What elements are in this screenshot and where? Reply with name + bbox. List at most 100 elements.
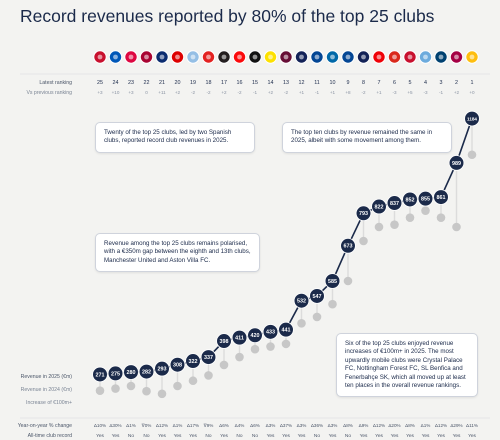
record-label: Yes xyxy=(96,433,104,439)
brighton-crest xyxy=(108,50,123,64)
record-label: Yes xyxy=(437,433,445,439)
revenue-2024-point xyxy=(250,344,260,354)
revenue-2025-label: 837 xyxy=(390,201,399,207)
revenue-2025-point xyxy=(448,155,465,171)
revenue-2024-point xyxy=(95,386,105,395)
ranking-change-label: 0 xyxy=(145,90,148,95)
ranking-label: 6 xyxy=(393,80,396,86)
revenue-2025-label: 337 xyxy=(204,355,213,361)
revenue-2025-point xyxy=(386,195,403,211)
aston-villa-crest xyxy=(186,50,200,64)
row-label-yoy: Year-on-year % change xyxy=(18,423,72,429)
ranking-label: 10 xyxy=(330,80,336,86)
ranking-label: 12 xyxy=(299,80,305,86)
record-label: No xyxy=(128,433,134,439)
record-label: No xyxy=(236,433,242,439)
revenue-2025-point xyxy=(355,205,372,222)
revenue-2024-point xyxy=(219,360,229,370)
record-label: Yes xyxy=(267,433,275,439)
ranking-label: 2 xyxy=(455,80,458,86)
psg-crest xyxy=(434,50,448,64)
yoy-change-label: Δ6% xyxy=(219,423,229,428)
revenue-2025-point xyxy=(324,273,341,289)
ranking-label: 18 xyxy=(206,80,212,86)
revenue-2025-label: 547 xyxy=(313,294,322,300)
barcelona-crest-center xyxy=(454,54,459,60)
revenue-2025-label: 275 xyxy=(111,371,120,377)
row-label-revenue-2025: Revenue in 2025 (€m) xyxy=(21,374,73,380)
liverpool-crest-center xyxy=(407,54,413,60)
dortmund-crest-center xyxy=(268,54,273,60)
record-label: Yes xyxy=(174,433,182,439)
ranking-change-label: +5 xyxy=(407,90,413,95)
record-label: Yes xyxy=(406,433,414,439)
revenue-2025-point xyxy=(138,363,155,380)
ranking-label: 15 xyxy=(252,80,258,86)
ranking-change-label: -2 xyxy=(191,90,196,95)
revenue-2025-point xyxy=(154,360,170,377)
record-label: Yes xyxy=(422,433,430,439)
yoy-change-label: Δ37% xyxy=(280,423,292,428)
tottenham-alt-crest-center xyxy=(361,54,366,60)
yoy-change-label: Δ8% xyxy=(343,423,353,428)
liverpool-crest xyxy=(403,50,417,64)
revenue-2025-point xyxy=(402,191,418,208)
ranking-label: 14 xyxy=(268,80,274,86)
revenue-2025-point xyxy=(464,110,480,127)
callout-top-ten: The top ten clubs by revenue remained th… xyxy=(282,122,452,153)
yoy-change-label: Δ30% xyxy=(109,423,121,428)
record-label: No xyxy=(205,433,211,439)
ranking-change-label: +11 xyxy=(158,90,166,95)
rb-leipzig-crest xyxy=(124,50,138,64)
aston-villa-alt-crest-center xyxy=(283,54,289,60)
barcelona-crest xyxy=(449,50,464,64)
revenue-2024-point xyxy=(467,150,477,160)
ranking-change-label: +3 xyxy=(128,90,134,95)
revenue-2025-label: 861 xyxy=(437,195,446,201)
revenue-2025-label: 280 xyxy=(127,370,136,376)
revenue-2025-point xyxy=(216,333,232,349)
revenue-2024-point xyxy=(157,389,167,399)
ac-milan-crest-center xyxy=(237,54,242,60)
ranking-label: 4 xyxy=(424,80,427,86)
yoy-change-label: Δ10% xyxy=(94,423,106,428)
revenue-2024-point xyxy=(111,384,120,393)
revenue-2025-label: 293 xyxy=(158,367,167,373)
real-madrid-crest-center xyxy=(469,54,475,60)
nottingham-forest-crest-center xyxy=(175,54,180,60)
revenue-2025-label: 322 xyxy=(189,359,198,365)
ranking-change-label: +1 xyxy=(376,90,382,95)
revenue-2024-point xyxy=(235,352,244,362)
chelsea-alt-crest xyxy=(341,50,355,64)
revenue-2025-point xyxy=(433,189,449,205)
arsenal-crest-center xyxy=(376,54,382,60)
row-label-record: All-time club record xyxy=(28,433,73,439)
revenue-2024-point xyxy=(312,312,322,322)
revenue-2024-point xyxy=(328,299,337,309)
yoy-change-label: Δ1% xyxy=(421,423,431,428)
ranking-label: 17 xyxy=(221,80,227,86)
record-label: Yes xyxy=(189,433,197,439)
ranking-label: 23 xyxy=(128,80,134,86)
revenue-2025-label: 433 xyxy=(266,330,275,336)
revenue-2024-point xyxy=(297,318,306,328)
ranking-label: 3 xyxy=(440,80,443,86)
ranking-change-label: -2 xyxy=(361,90,366,95)
revenue-2024-point xyxy=(173,381,182,391)
ranking-label: 13 xyxy=(283,80,289,86)
chart-title: Record revenues reported by 80% of the t… xyxy=(20,6,435,26)
yoy-change-label: ∇9% xyxy=(203,423,214,428)
revenue-2025-label: 308 xyxy=(173,363,182,369)
fenerbahce-crest xyxy=(155,50,169,64)
ranking-label: 25 xyxy=(97,80,103,86)
revenue-2025-point xyxy=(107,365,124,382)
yoy-change-label: ∇0% xyxy=(141,423,152,428)
row-label-ranking: Latest ranking xyxy=(39,80,72,86)
record-label: Yes xyxy=(468,433,476,439)
ranking-label: 21 xyxy=(159,80,165,86)
revenue-2025-point xyxy=(231,329,248,346)
fenerbahce-crest-center xyxy=(159,54,165,60)
ranking-change-label: -2 xyxy=(284,90,289,95)
ac-milan-crest xyxy=(232,50,247,64)
